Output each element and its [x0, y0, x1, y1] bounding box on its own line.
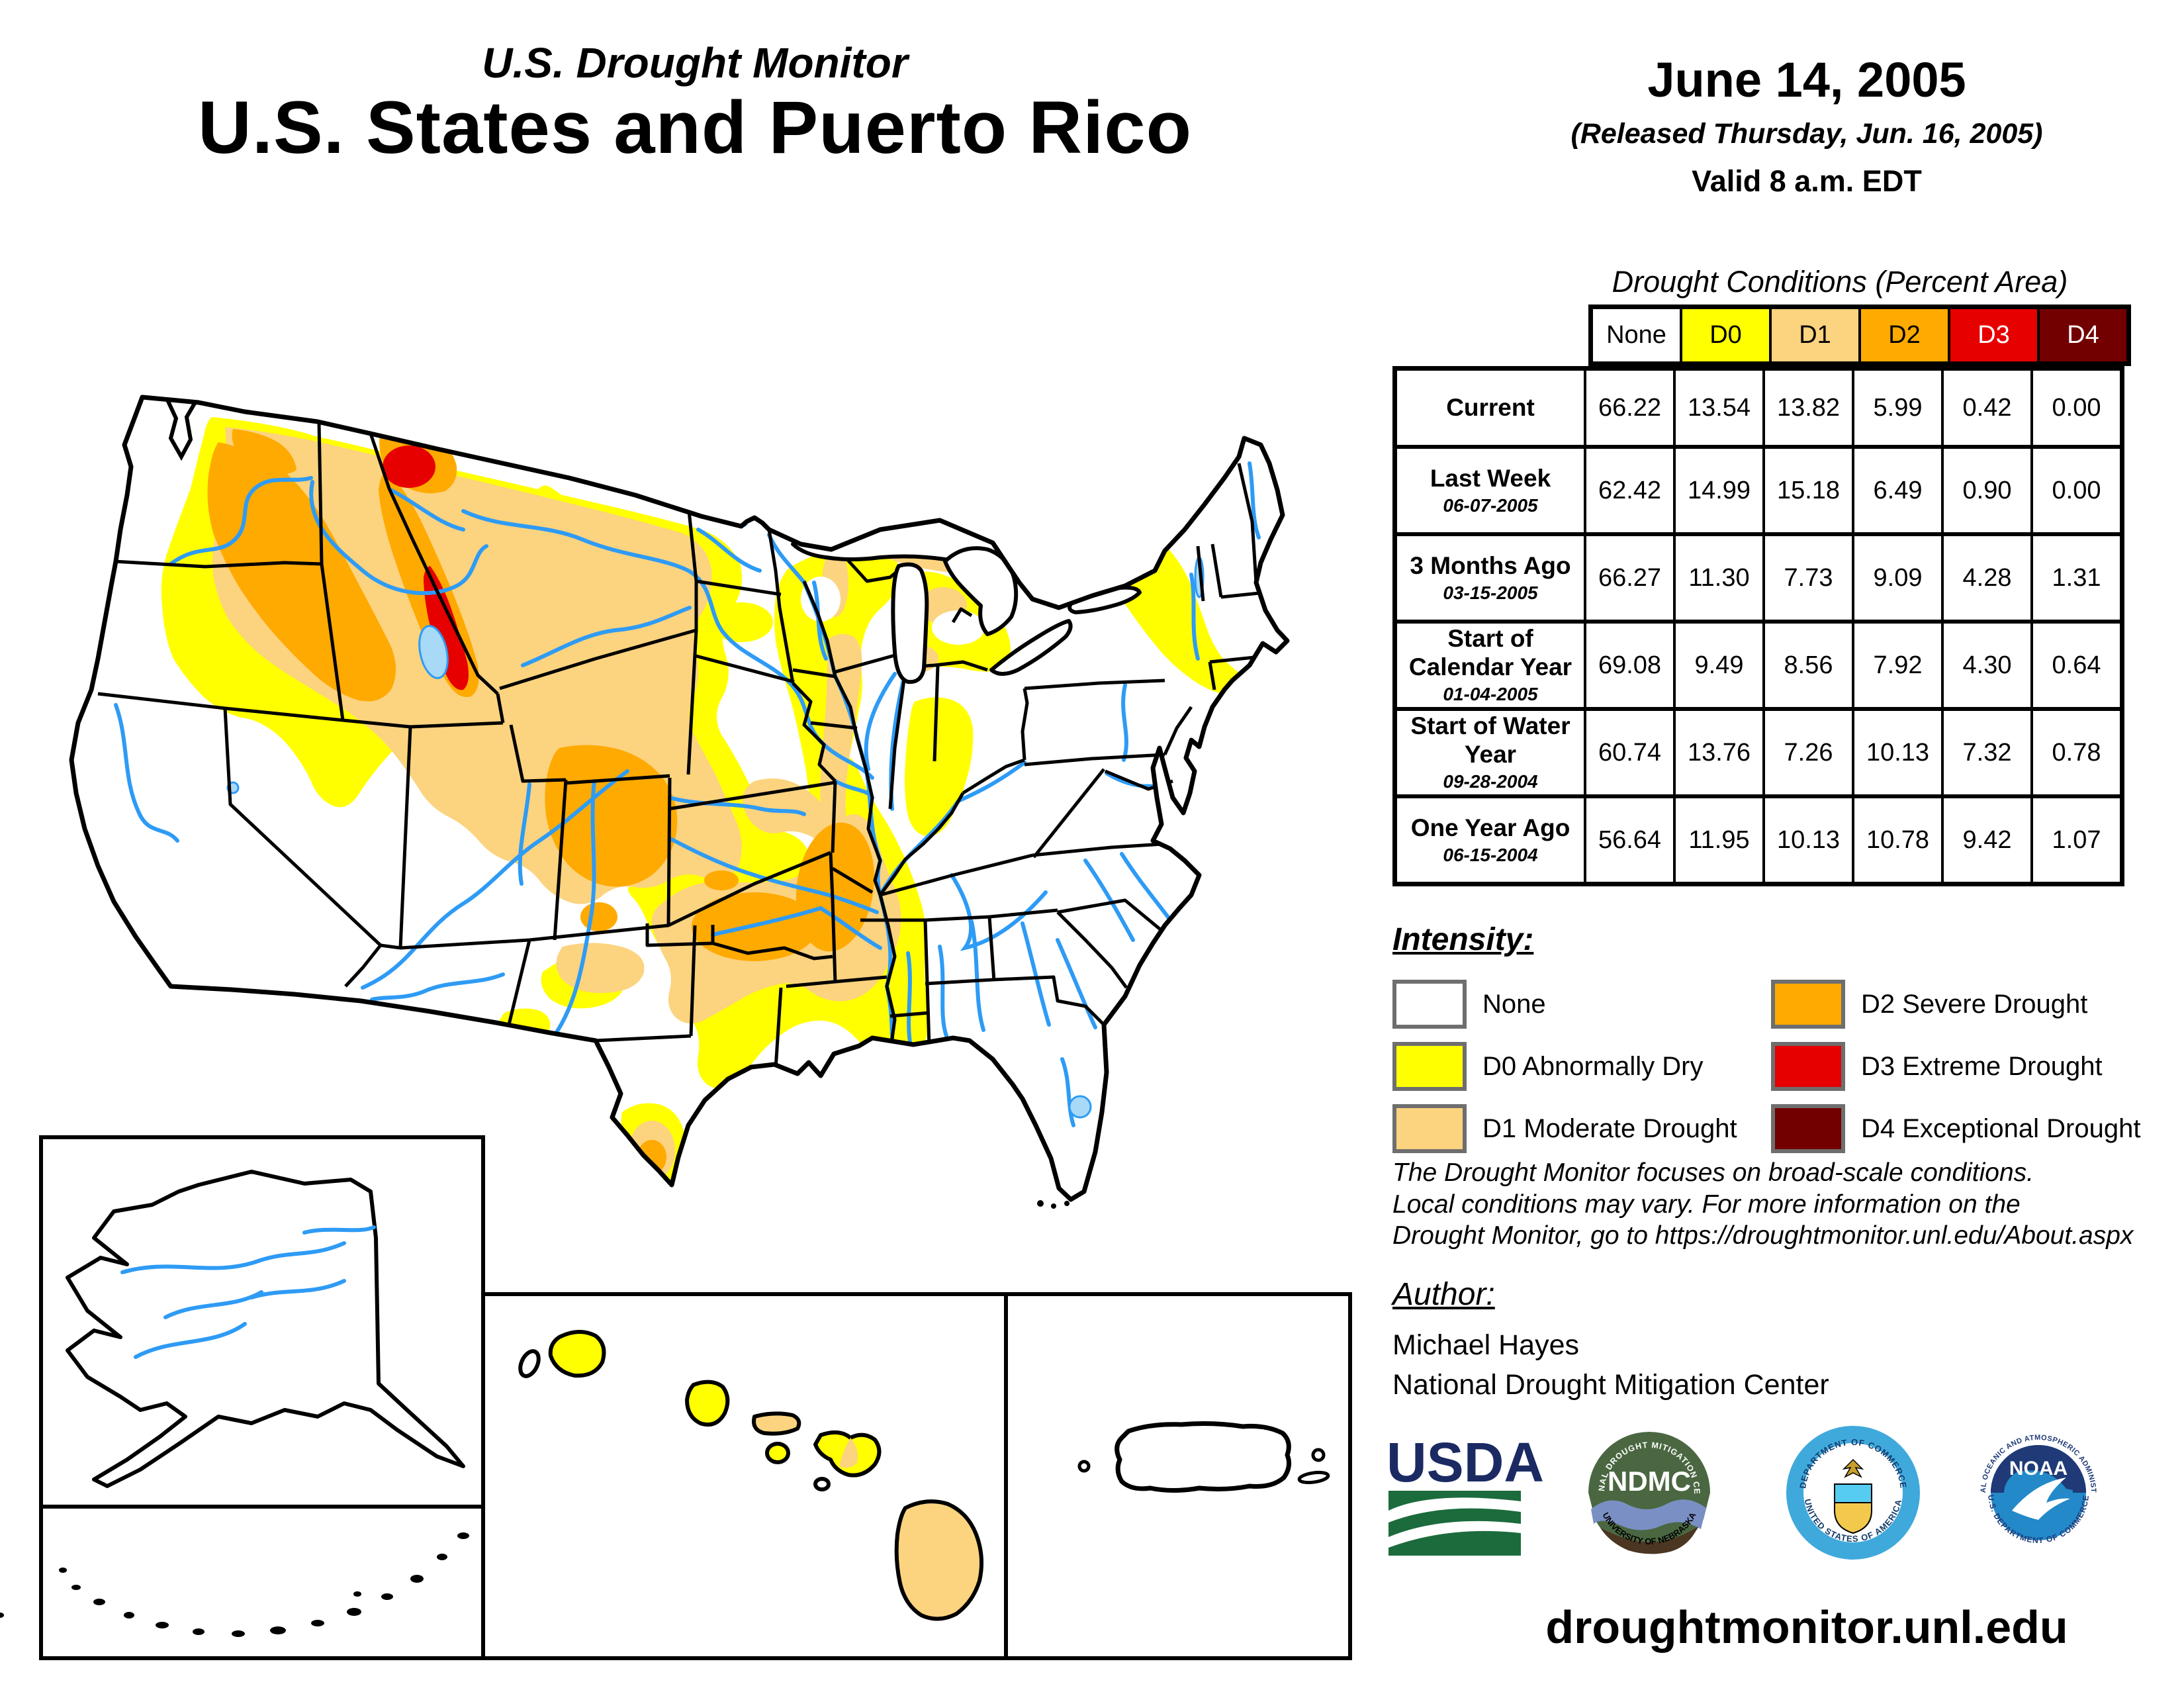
niihau: [518, 1349, 541, 1378]
table-title: Drought Conditions (Percent Area): [1612, 265, 2068, 299]
swatch-d3: [1771, 1042, 1845, 1091]
row-label: 3 Months Ago: [1410, 551, 1571, 579]
row-date: 03-15-2005: [1443, 583, 1538, 604]
col-header-d1: D1: [1769, 309, 1858, 361]
alaska-outline: [66, 1170, 465, 1488]
puget-sound: [165, 397, 198, 461]
maui-tan-patch: [839, 1438, 858, 1468]
col-header-d2: D2: [1858, 309, 1948, 361]
molokai: [752, 1411, 801, 1436]
conus-region: [69, 395, 1290, 1209]
d3-idaho-streak: [424, 566, 469, 690]
hawaiian-islands: [518, 1330, 983, 1621]
report-supertitle: U.S. Drought Monitor: [482, 39, 908, 87]
table-row: One Year Ago 06-15-2004 56.64 11.95 10.13…: [1397, 794, 2120, 882]
puerto-rico-outline: [1115, 1421, 1292, 1493]
kauai: [548, 1330, 606, 1378]
noaa-bird: [2012, 1477, 2070, 1520]
legend-item-d2: D2 Severe Drought: [1771, 980, 2087, 1029]
big-island: [894, 1499, 983, 1621]
lake-erie: [989, 619, 1073, 676]
row-label: Last Week: [1430, 464, 1551, 492]
swatch-d2: [1771, 980, 1845, 1029]
page-title: U.S. States and Puerto Rico: [198, 86, 1192, 169]
lake-huron: [943, 546, 1019, 636]
ndmc-wordmark: NDMC: [1608, 1466, 1691, 1497]
lake-okeechobee: [1068, 1095, 1092, 1119]
author-org: National Drought Mitigation Center: [1392, 1369, 1829, 1401]
table-row: 3 Months Ago 03-15-2005 66.27 11.30 7.73 …: [1397, 532, 2120, 620]
swatch-none: [1392, 980, 1467, 1029]
aleutian-islands: [0, 1532, 469, 1637]
oahu: [685, 1380, 730, 1427]
row-date: 01-04-2005: [1443, 684, 1538, 705]
row-label: Current: [1446, 393, 1535, 421]
table-row: Start of Calendar Year 01-04-2005 69.08 9…: [1397, 620, 2120, 707]
legend-title: Intensity:: [1392, 922, 1534, 957]
table-row: Current 66.22 13.54 13.82 5.99 0.42 0.00: [1397, 371, 2120, 445]
lanai: [765, 1442, 790, 1464]
doc-eagle: [1842, 1458, 1864, 1478]
table-header-row: None D0 D1 D2 D3 D4: [1588, 305, 2131, 366]
vieques: [1297, 1470, 1330, 1485]
shading-holes: [801, 577, 985, 645]
col-header-d3: D3: [1948, 309, 2037, 361]
drought-map: [0, 395, 1352, 1660]
legend-item-d3: D3 Extreme Drought: [1771, 1042, 2103, 1091]
alaska-rivers: [120, 1225, 376, 1359]
row-date: 06-07-2005: [1443, 495, 1538, 516]
usda-logo: USDA: [1387, 1431, 1544, 1556]
mona: [1077, 1460, 1091, 1473]
lake-michigan: [891, 562, 929, 684]
d2-mo-ar: [796, 822, 875, 952]
table-row: Last Week 06-07-2005 62.42 14.99 15.18 6.…: [1397, 445, 2120, 532]
map-date: June 14, 2005: [1647, 52, 1966, 107]
table-body: Current 66.22 13.54 13.82 5.99 0.42 0.00…: [1392, 366, 2124, 886]
inset-aleutians: [0, 1505, 485, 1660]
logos: USDA NDMC NATIONAL DROUGHT MITIGATION CE…: [1377, 1417, 2099, 1560]
row-label: Start of Calendar Year: [1408, 625, 1572, 680]
legend-item-d1: D1 Moderate Drought: [1392, 1104, 1737, 1153]
small-lakes: [226, 497, 1205, 1119]
usda-wordmark: USDA: [1387, 1431, 1544, 1493]
inset-hawaii: [481, 1292, 1008, 1660]
col-header-d0: D0: [1680, 309, 1769, 361]
state-borders: [97, 422, 1266, 1074]
swatch-d4: [1771, 1104, 1845, 1153]
inset-alaska: [39, 1135, 485, 1509]
legend-item-d4: D4 Exceptional Drought: [1771, 1104, 2140, 1153]
culebra: [1311, 1448, 1326, 1462]
row-date: 06-15-2004: [1443, 845, 1538, 866]
valid-time: Valid 8 a.m. EDT: [1692, 164, 1922, 198]
col-header-none: None: [1593, 309, 1680, 361]
conus-outline: [69, 395, 1290, 1202]
kahoolawe: [813, 1477, 831, 1491]
swatch-d1: [1392, 1104, 1467, 1153]
col-header-d4: D4: [2037, 309, 2126, 361]
d3-areas: [383, 445, 469, 690]
row-label: Start of Water Year: [1410, 712, 1570, 768]
doc-logo: DEPARTMENT OF COMMERCE UNITED STATES OF …: [1786, 1426, 1920, 1560]
legend-item-d0: D0 Abnormally Dry: [1392, 1042, 1703, 1091]
swatch-d0: [1392, 1042, 1467, 1091]
row-date: 09-28-2004: [1443, 771, 1538, 792]
author-name: Michael Hayes: [1392, 1329, 1579, 1361]
table-row: Start of Water Year 09-28-2004 60.74 13.7…: [1397, 707, 2120, 794]
website-url: droughtmonitor.unl.edu: [1545, 1601, 2068, 1653]
inset-puerto-rico: [1004, 1292, 1352, 1660]
row-label: One Year Ago: [1410, 814, 1570, 841]
florida-keys: [1037, 1200, 1069, 1209]
release-date: (Released Thursday, Jun. 16, 2005): [1570, 118, 2043, 150]
disclaimer-text: The Drought Monitor focuses on broad-sca…: [1392, 1158, 2134, 1250]
author-label: Author:: [1392, 1277, 1495, 1312]
d3-north-montana: [383, 445, 435, 488]
great-salt-lake: [418, 625, 449, 679]
noaa-wordmark: NOAA: [2009, 1458, 2068, 1479]
legend-item-none: None: [1392, 980, 1546, 1029]
